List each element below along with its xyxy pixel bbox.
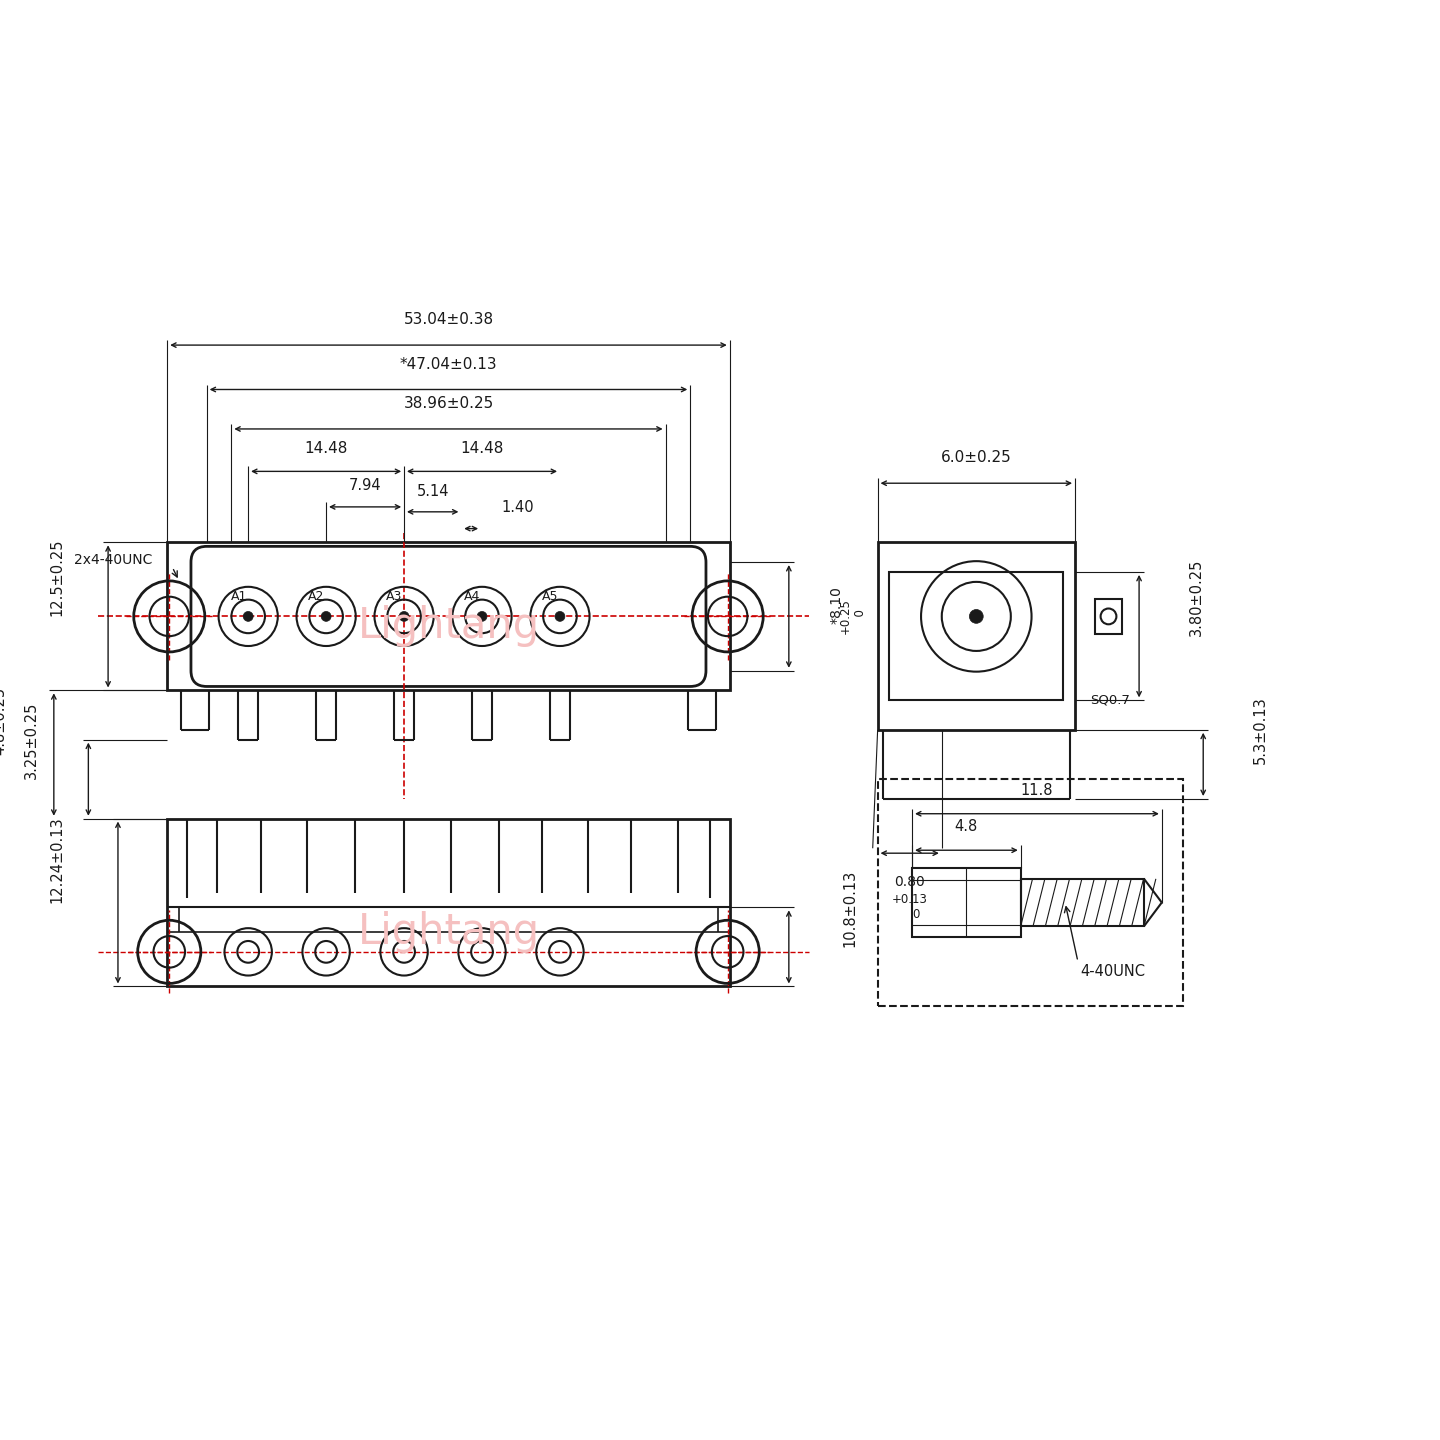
Circle shape (554, 612, 564, 621)
Circle shape (321, 612, 331, 621)
Bar (167, 543, 730, 690)
Text: 11.8: 11.8 (1021, 783, 1053, 798)
Bar (912, 868, 1021, 937)
Text: 38.96±0.25: 38.96±0.25 (403, 396, 494, 412)
Bar (1094, 599, 1122, 634)
Text: +0.25
  0: +0.25 0 (840, 599, 867, 635)
Text: 1.40: 1.40 (501, 500, 534, 514)
Bar (890, 572, 1063, 700)
Text: 5.14: 5.14 (416, 484, 449, 500)
Text: SQ0.7: SQ0.7 (1090, 694, 1129, 707)
Text: 5.3±0.13: 5.3±0.13 (1253, 697, 1269, 765)
Text: 3.25±0.25: 3.25±0.25 (23, 701, 39, 779)
Circle shape (969, 609, 984, 624)
Text: 4.8±0.25: 4.8±0.25 (0, 687, 7, 755)
Text: 0.80: 0.80 (894, 876, 924, 888)
Text: A3: A3 (386, 590, 403, 603)
Text: +0.13
    0: +0.13 0 (891, 893, 927, 920)
Bar (167, 819, 730, 986)
Text: A5: A5 (543, 590, 559, 603)
Text: A4: A4 (464, 590, 481, 603)
Text: 14.48: 14.48 (461, 441, 504, 455)
Text: 53.04±0.38: 53.04±0.38 (403, 312, 494, 327)
Text: Lightang: Lightang (357, 912, 540, 953)
Text: 2x4-40UNC: 2x4-40UNC (73, 553, 153, 567)
Circle shape (399, 612, 409, 621)
Text: 4.8: 4.8 (955, 819, 978, 834)
Text: 4-40UNC: 4-40UNC (1080, 965, 1145, 979)
Text: 12.5±0.25: 12.5±0.25 (49, 539, 65, 616)
Text: *47.04±0.13: *47.04±0.13 (400, 357, 497, 372)
Text: *8.10: *8.10 (829, 586, 844, 624)
Bar (877, 543, 1074, 730)
Circle shape (477, 612, 487, 621)
Text: 3.80±0.25: 3.80±0.25 (1189, 559, 1204, 636)
Text: 7.94: 7.94 (348, 478, 382, 492)
Text: 14.48: 14.48 (304, 441, 348, 455)
Circle shape (243, 612, 253, 621)
Bar (877, 779, 1184, 1007)
Text: A2: A2 (308, 590, 325, 603)
Text: 12.24±0.13: 12.24±0.13 (49, 816, 65, 903)
Text: 6.0±0.25: 6.0±0.25 (940, 451, 1012, 465)
Text: 10.8±0.13: 10.8±0.13 (842, 870, 857, 948)
Bar (1021, 878, 1143, 926)
Text: Lightang: Lightang (357, 605, 540, 647)
Text: A1: A1 (230, 590, 246, 603)
